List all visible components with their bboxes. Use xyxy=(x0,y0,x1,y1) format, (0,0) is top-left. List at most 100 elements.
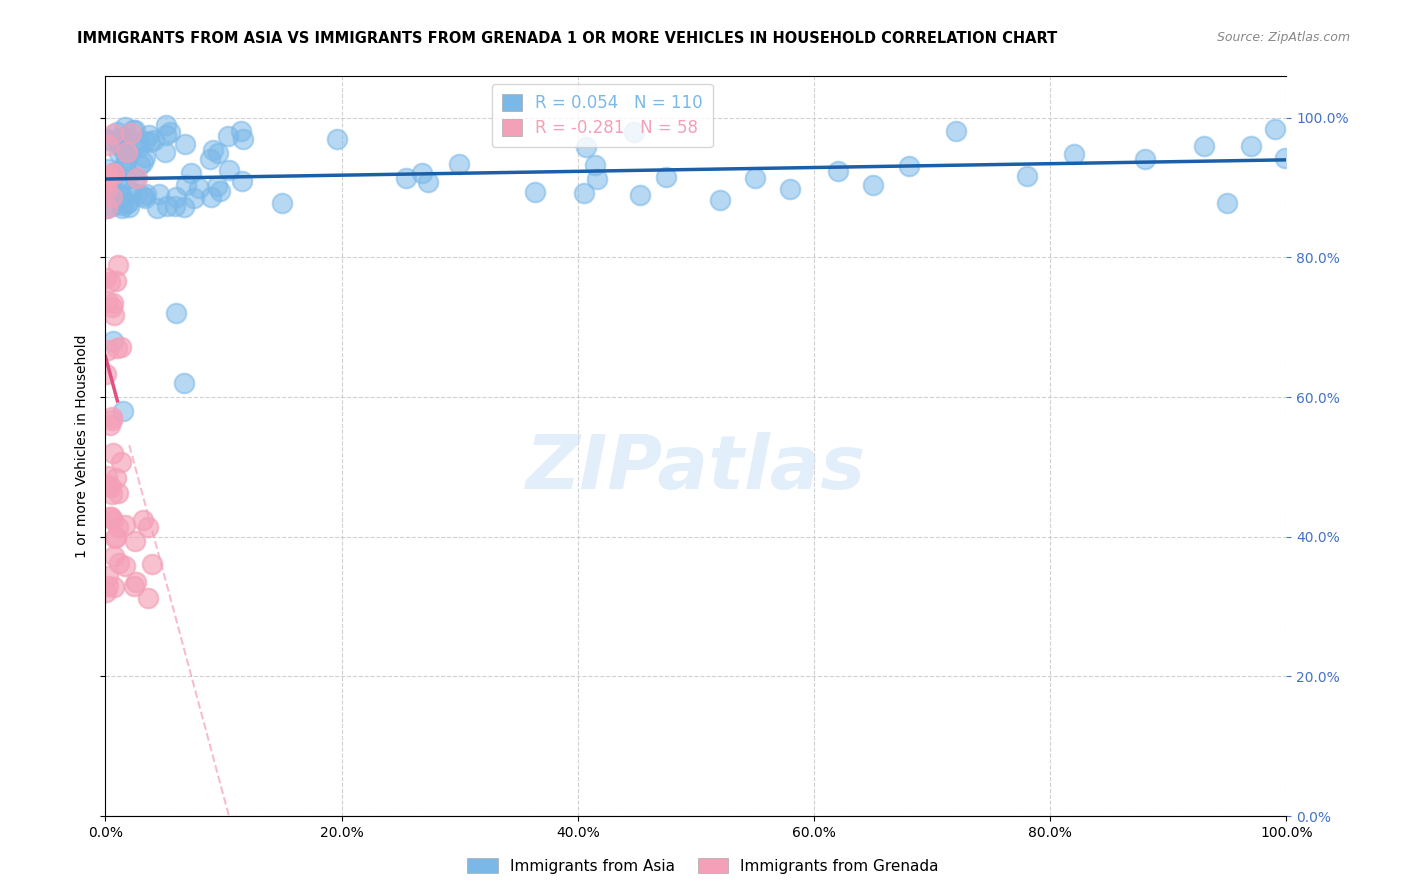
Point xyxy=(96,368,118,382)
Point xyxy=(96,585,118,599)
Point xyxy=(96,169,118,184)
Point xyxy=(101,190,124,204)
Point xyxy=(100,510,122,524)
Point xyxy=(1192,138,1215,153)
Point xyxy=(146,201,169,215)
Point xyxy=(1264,122,1286,136)
Point xyxy=(111,198,134,212)
Point xyxy=(101,199,124,213)
Point xyxy=(148,187,170,202)
Point xyxy=(94,176,117,190)
Point xyxy=(112,134,135,148)
Point xyxy=(117,195,139,210)
Point xyxy=(1015,169,1038,184)
Point xyxy=(96,469,118,483)
Point xyxy=(141,558,163,572)
Point xyxy=(155,128,177,143)
Point xyxy=(134,150,156,164)
Point xyxy=(136,591,159,606)
Point xyxy=(107,486,129,500)
Point xyxy=(1216,196,1239,211)
Point xyxy=(135,187,157,202)
Point xyxy=(111,201,134,215)
Point xyxy=(897,160,920,174)
Point xyxy=(173,200,195,214)
Point xyxy=(101,300,124,314)
Point xyxy=(117,153,139,168)
Point xyxy=(108,135,131,149)
Point xyxy=(112,141,135,155)
Point xyxy=(207,146,229,161)
Point xyxy=(271,195,294,210)
Point xyxy=(125,187,148,202)
Point xyxy=(139,135,162,149)
Point xyxy=(744,170,766,185)
Point xyxy=(101,513,124,527)
Point xyxy=(104,166,127,180)
Point xyxy=(103,580,125,594)
Point xyxy=(623,124,645,138)
Point xyxy=(114,518,136,533)
Point xyxy=(98,169,121,184)
Point xyxy=(96,182,118,196)
Point xyxy=(129,157,152,171)
Point xyxy=(201,143,224,157)
Point xyxy=(128,140,150,154)
Point xyxy=(159,125,181,139)
Point xyxy=(108,137,131,152)
Point xyxy=(124,579,146,593)
Point xyxy=(110,455,132,469)
Text: IMMIGRANTS FROM ASIA VS IMMIGRANTS FROM GRENADA 1 OR MORE VEHICLES IN HOUSEHOLD : IMMIGRANTS FROM ASIA VS IMMIGRANTS FROM … xyxy=(77,31,1057,46)
Point xyxy=(1133,152,1156,166)
Point xyxy=(115,151,138,165)
Point xyxy=(107,341,129,355)
Y-axis label: 1 or more Vehicles in Household: 1 or more Vehicles in Household xyxy=(76,334,90,558)
Point xyxy=(110,189,132,203)
Point xyxy=(104,164,127,178)
Point xyxy=(114,157,136,171)
Point xyxy=(231,174,253,188)
Text: Source: ZipAtlas.com: Source: ZipAtlas.com xyxy=(1216,31,1350,45)
Point xyxy=(117,145,139,159)
Point xyxy=(155,119,177,133)
Point xyxy=(165,198,187,212)
Point xyxy=(98,276,121,290)
Point xyxy=(97,343,120,357)
Point xyxy=(132,155,155,169)
Point xyxy=(111,141,134,155)
Point xyxy=(779,182,801,196)
Point xyxy=(120,185,142,199)
Point xyxy=(132,189,155,203)
Point xyxy=(97,161,120,176)
Point xyxy=(173,376,195,391)
Point xyxy=(103,166,125,180)
Point xyxy=(121,122,143,136)
Point xyxy=(153,145,176,160)
Point xyxy=(326,132,349,146)
Point xyxy=(98,510,121,524)
Point xyxy=(108,178,131,193)
Point xyxy=(117,196,139,211)
Point xyxy=(100,178,122,192)
Point xyxy=(98,479,121,493)
Point xyxy=(156,199,179,213)
Point xyxy=(709,193,731,207)
Point xyxy=(180,166,202,180)
Point xyxy=(97,138,120,153)
Point xyxy=(100,480,122,494)
Point xyxy=(1274,151,1296,165)
Point xyxy=(114,120,136,134)
Text: ZIPatlas: ZIPatlas xyxy=(526,432,866,505)
Point xyxy=(200,190,222,204)
Point xyxy=(120,126,142,140)
Point xyxy=(96,132,118,146)
Point xyxy=(107,130,129,145)
Point xyxy=(583,158,606,172)
Point xyxy=(103,308,125,322)
Point xyxy=(574,186,596,201)
Point xyxy=(101,334,124,349)
Point xyxy=(138,519,160,533)
Point xyxy=(108,145,131,160)
Point xyxy=(138,128,160,142)
Point xyxy=(104,166,127,180)
